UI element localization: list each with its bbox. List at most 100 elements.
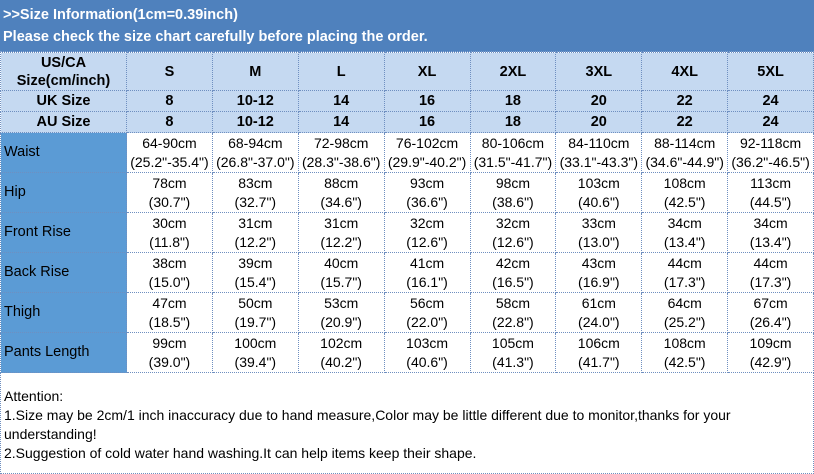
cm-value: 84-110cm (568, 134, 630, 151)
size-cell: 3XL (555, 52, 643, 91)
size-cell: 20 (555, 111, 643, 133)
inch-value: (36.6") (406, 193, 448, 210)
inch-value: (24.0") (578, 313, 620, 330)
measurement-cell: 72-98cm (28.3"-38.6") (297, 132, 385, 173)
measurement-cell: 44cm (17.3") (727, 252, 814, 293)
measurement-cell: 105cm (41.3") (469, 332, 557, 373)
inch-value: (11.8") (149, 233, 190, 250)
inch-value: (44.5") (749, 193, 792, 210)
cm-value: 68-94cm (228, 134, 283, 151)
cm-value: 83cm (238, 174, 273, 191)
cm-value: 44cm (753, 254, 788, 271)
inch-value: (19.7") (234, 313, 277, 330)
cm-value: 34cm (667, 214, 702, 231)
measurement-cell: 40cm (15.7") (297, 252, 385, 293)
table-row: Thigh 47cm (18.5") 50cm (19.7") 53cm (20.9") 56… (0, 292, 814, 333)
measurement-cell: 32cm (12.6") (383, 212, 471, 253)
measurement-cell: 33cm (13.0") (555, 212, 643, 253)
size-cell: 18 (469, 90, 557, 112)
cm-value: 38cm (152, 254, 187, 271)
measurement-cell: 30cm (11.8") (126, 212, 213, 253)
cm-value: 103cm (406, 334, 449, 351)
inch-value: (13.4") (663, 233, 706, 250)
cm-value: 42cm (495, 254, 531, 271)
inch-value: (29.9"-40.2") (387, 153, 467, 170)
measurement-cell: 88-114cm (34.6"-44.9") (641, 132, 729, 173)
size-chart-table: US/CA Size(cm/inch) S M L XL 2XL 3XL 4XL 5XL UK S… (0, 52, 814, 373)
size-cell: 8 (126, 90, 213, 112)
cm-value: 76-102cm (395, 134, 459, 151)
inch-value: (12.2") (320, 233, 362, 250)
table-row: Front Rise 30cm (11.8") 31cm (12.2") 31cm (12.… (0, 212, 814, 253)
size-cell: 24 (727, 111, 814, 133)
cm-value: 39cm (238, 254, 273, 271)
measurement-cell: 100cm (39.4") (211, 332, 299, 373)
cm-value: 113cm (750, 174, 792, 191)
cm-value: 31cm (238, 214, 273, 231)
measurement-cell: 56cm (22.0") (383, 292, 471, 333)
measurement-cell: 83cm (32.7") (211, 172, 299, 213)
measurement-label: Thigh (0, 292, 127, 333)
cm-value: 64-90cm (142, 134, 197, 151)
inch-value: (22.0") (406, 313, 448, 330)
cm-value: 61cm (581, 294, 616, 311)
cm-value: 98cm (495, 174, 531, 191)
table-row: Waist 64-90cm (25.2"-35.4") 68-94cm (26.8"-3… (0, 132, 814, 173)
cm-value: 108cm (663, 334, 706, 351)
cm-value: 67cm (753, 294, 788, 311)
measurement-cell: 64cm (25.2") (641, 292, 729, 333)
cm-value: 56cm (409, 294, 445, 311)
cm-value: 99cm (152, 334, 187, 351)
size-cell: 16 (383, 90, 471, 112)
size-info-banner: >>Size Information(1cm=0.39inch) Please … (0, 0, 814, 52)
cm-value: 103cm (577, 174, 620, 191)
inch-value: (32.7") (234, 193, 277, 210)
inch-value: (42.5") (663, 193, 706, 210)
inch-value: (16.5") (492, 273, 534, 290)
inch-value: (25.2"-35.4") (130, 153, 209, 170)
inch-value: (40.2") (320, 353, 362, 370)
inch-value: (34.6") (320, 193, 362, 210)
measurement-cell: 109cm (42.9") (727, 332, 814, 373)
size-cell: 16 (383, 111, 471, 133)
size-cell: 24 (727, 90, 814, 112)
table-row: Hip 78cm (30.7") 83cm (32.7") 88cm (34.6") 93cm… (0, 172, 814, 213)
measurement-cell: 84-110cm (33.1"-43.3") (555, 132, 643, 173)
inch-value: (26.4") (749, 313, 792, 330)
cm-value: 102cm (320, 334, 363, 351)
inch-value: (41.3") (492, 353, 534, 370)
note-item: 2.Suggestion of cold water hand washing.… (4, 445, 477, 461)
measurement-cell: 44cm (17.3") (641, 252, 729, 293)
measurement-cell: 67cm (26.4") (727, 292, 814, 333)
inch-value: (36.2"-46.5") (731, 153, 810, 170)
measurement-label: Hip (0, 172, 127, 213)
inch-value: (13.0") (578, 233, 620, 250)
measurement-label: Front Rise (0, 212, 127, 253)
cm-value: 58cm (495, 294, 531, 311)
inch-value: (39.4") (234, 353, 277, 370)
measurement-cell: 102cm (40.2") (297, 332, 385, 373)
notes-heading: Attention: (4, 388, 64, 404)
measurement-cell: 108cm (42.5") (641, 332, 729, 373)
cm-value: 108cm (663, 174, 706, 191)
cm-value: 32cm (409, 214, 445, 231)
measurement-cell: 99cm (39.0") (126, 332, 213, 373)
inch-value: (16.1") (406, 273, 448, 290)
measurement-cell: 103cm (40.6") (555, 172, 643, 213)
measurement-cell: 76-102cm (29.9"-40.2") (383, 132, 471, 173)
inch-value: (38.6") (492, 193, 534, 210)
inch-value: (16.9") (578, 273, 620, 290)
measurement-cell: 50cm (19.7") (211, 292, 299, 333)
inch-value: (15.7") (320, 273, 362, 290)
inch-value: (42.9") (749, 353, 792, 370)
measurement-cell: 32cm (12.6") (469, 212, 557, 253)
inch-value: (20.9") (320, 313, 362, 330)
inch-value: (18.5") (148, 313, 191, 330)
measurement-cell: 113cm (44.5") (727, 172, 814, 213)
cm-value: 40cm (324, 254, 359, 271)
measurement-cell: 34cm (13.4") (727, 212, 814, 253)
measurement-cell: 80-106cm (31.5"-41.7") (469, 132, 557, 173)
measurement-cell: 41cm (16.1") (383, 252, 471, 293)
measurement-cell: 58cm (22.8") (469, 292, 557, 333)
row-label: US/CA Size(cm/inch) (0, 52, 127, 91)
